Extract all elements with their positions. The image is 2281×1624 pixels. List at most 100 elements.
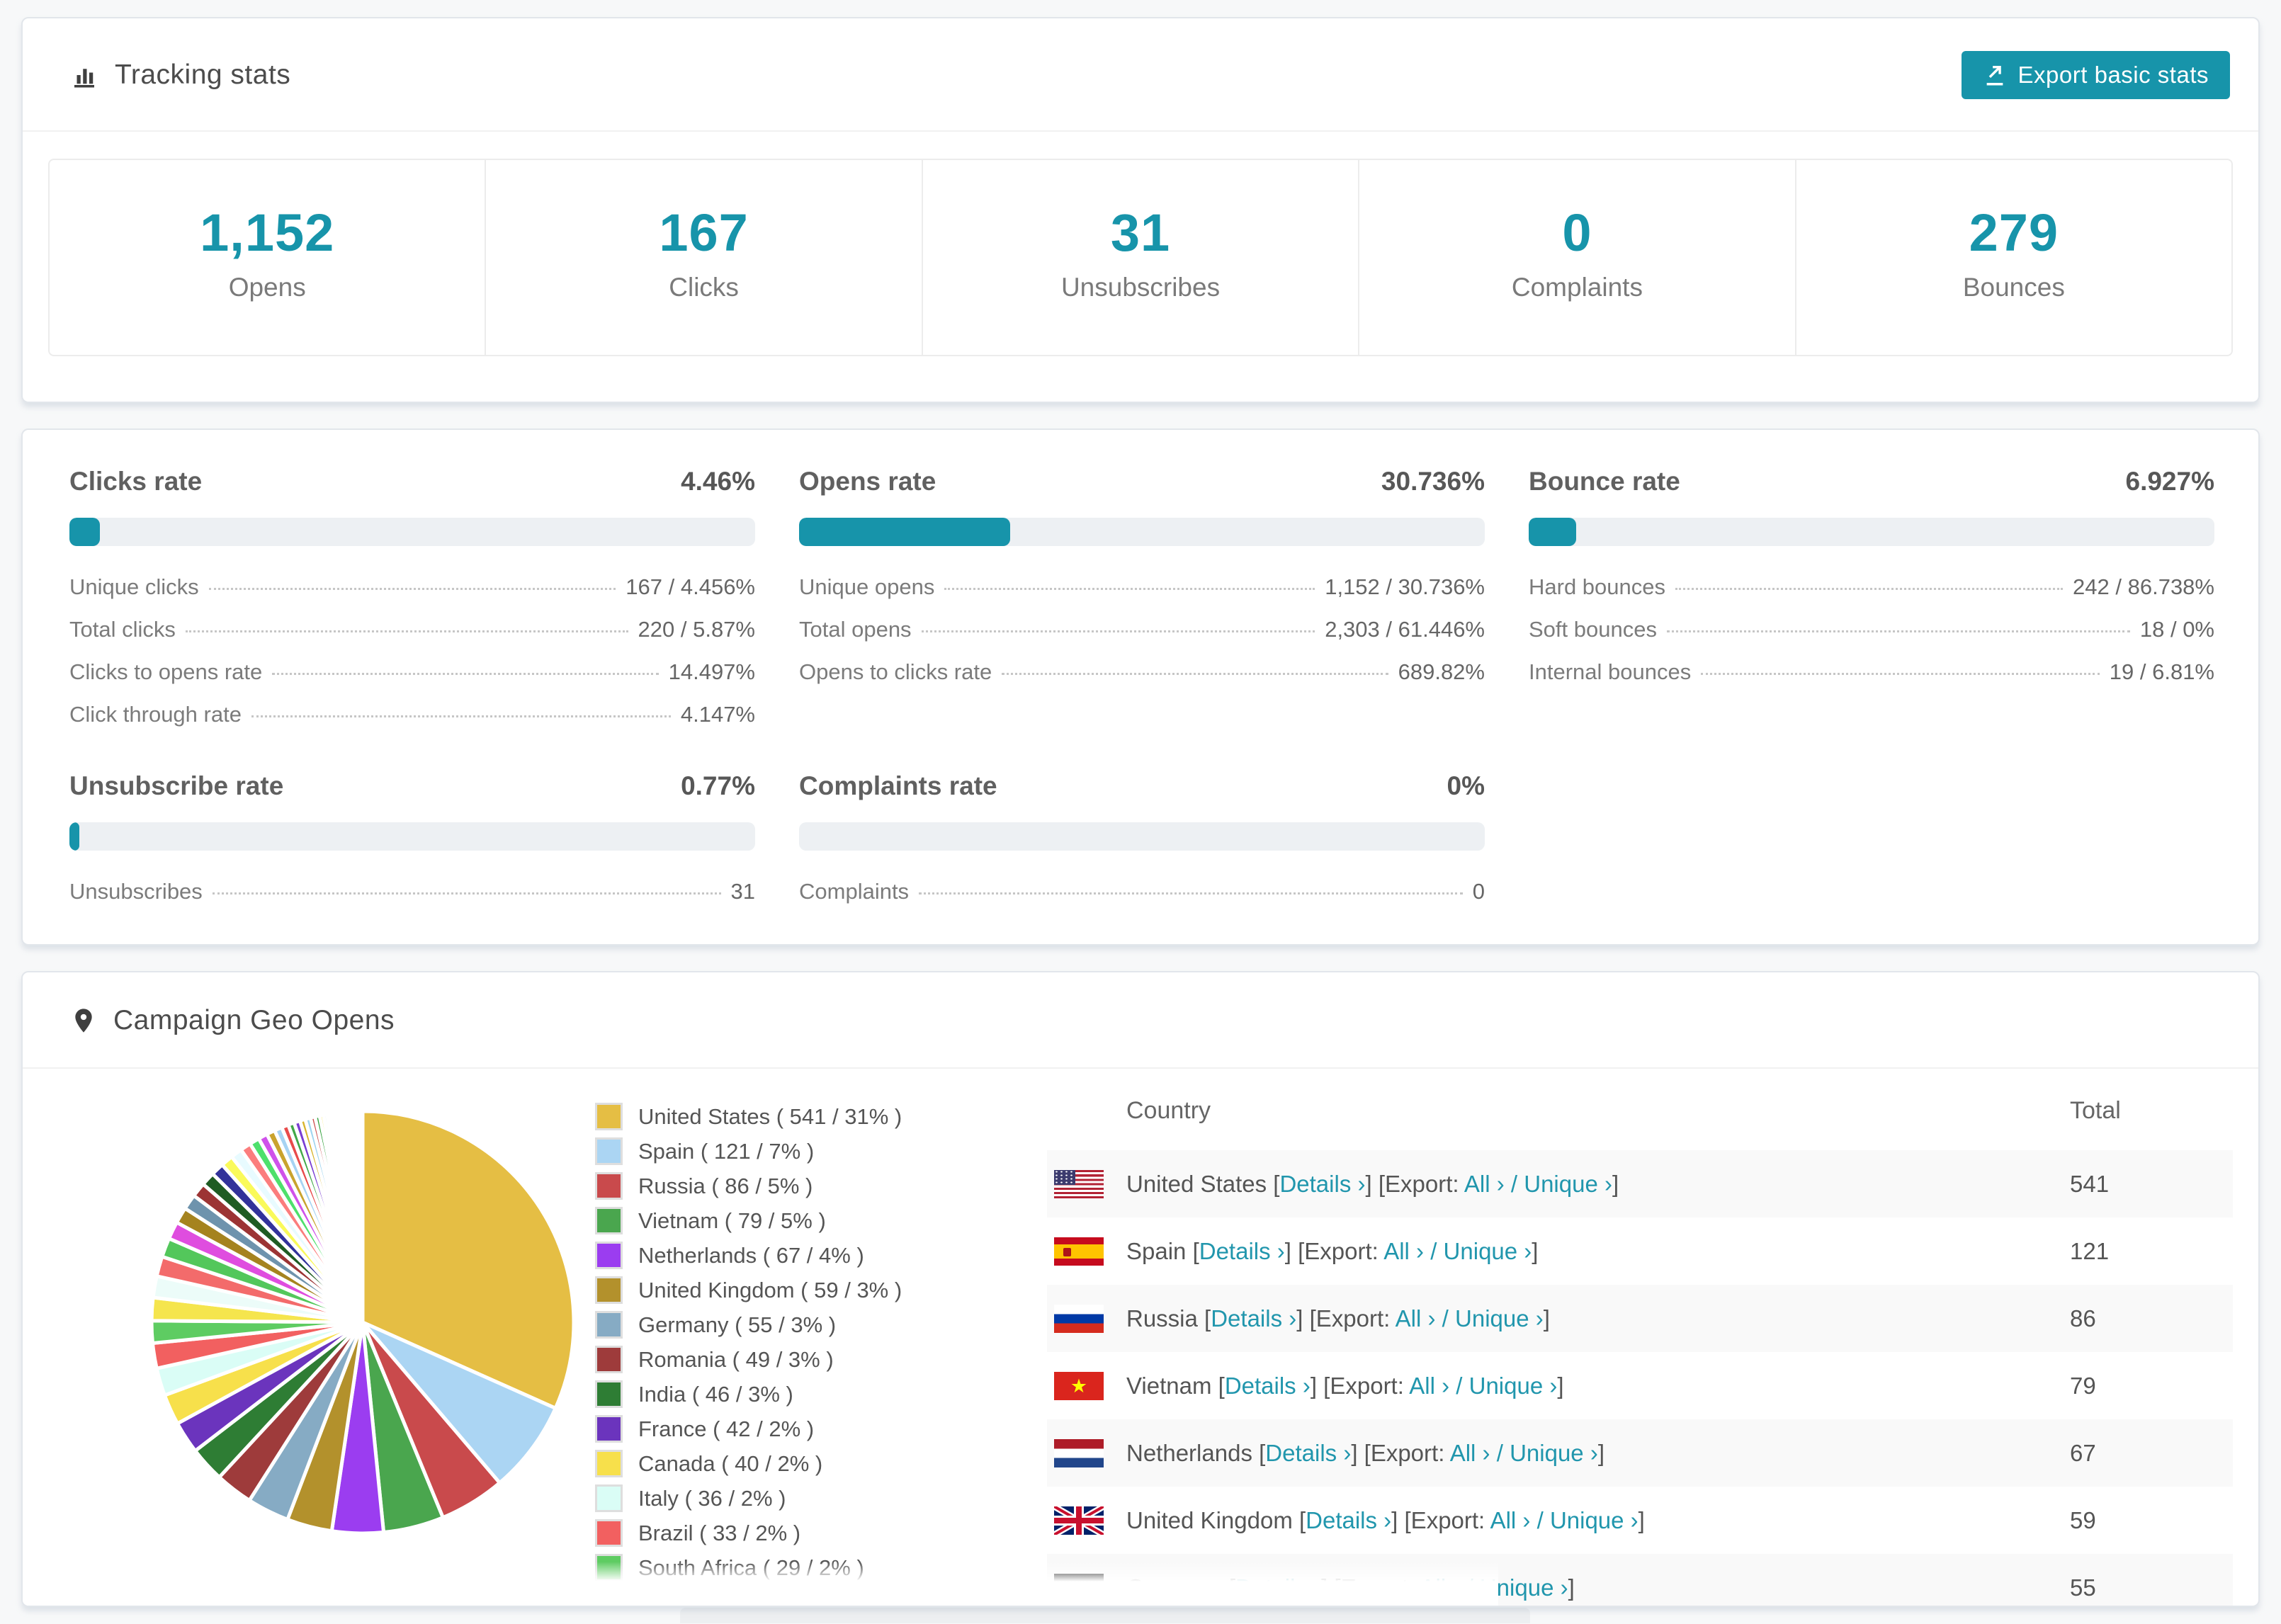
- export-prefix: ] [Export:: [1310, 1372, 1410, 1399]
- details-link[interactable]: Details ›: [1279, 1170, 1366, 1197]
- export-all-link[interactable]: All ›: [1464, 1170, 1505, 1197]
- legend-item: France ( 42 / 2% ): [595, 1415, 1026, 1443]
- export-all-link[interactable]: All ›: [1420, 1574, 1461, 1601]
- stat-value: 0: [1562, 203, 1592, 262]
- map-pin-icon: [75, 1009, 92, 1033]
- rate-value: 30.736%: [1381, 467, 1485, 496]
- country-cell: Vietnam [Details ›] [Export: All › / Uni…: [1126, 1373, 2070, 1399]
- details-link[interactable]: Details ›: [1235, 1574, 1322, 1601]
- rate-rows: Hard bounces 242 / 86.738% Soft bounces 18 …: [1529, 574, 2214, 685]
- progress-fill: [69, 518, 101, 546]
- pie-chart-box: [69, 1072, 595, 1549]
- details-link[interactable]: Details ›: [1306, 1506, 1392, 1533]
- rate-head: Opens rate 30.736%: [799, 467, 1485, 496]
- export-unique-link[interactable]: Unique ›: [1524, 1170, 1612, 1197]
- legend-item: Netherlands ( 67 / 4% ): [595, 1242, 1026, 1269]
- export-unique-link[interactable]: Unique ›: [1510, 1439, 1598, 1466]
- legend-label: Italy ( 36 / 2% ): [638, 1485, 786, 1511]
- legend-swatch: [595, 1484, 623, 1512]
- bar-chart-icon: [74, 69, 94, 88]
- metric-row: Clicks to opens rate 14.497%: [69, 659, 755, 685]
- export-unique-link[interactable]: Unique ›: [1549, 1506, 1638, 1533]
- export-unique-link[interactable]: Unique ›: [1455, 1305, 1544, 1331]
- legend-label: Romania ( 49 / 3% ): [638, 1346, 834, 1372]
- export-all-link[interactable]: All ›: [1409, 1372, 1450, 1399]
- rate-block: Clicks rate 4.46% Unique clicks 167 / 4.456…: [69, 467, 755, 727]
- country-name: United States [: [1126, 1170, 1280, 1197]
- details-link[interactable]: Details ›: [1211, 1305, 1297, 1331]
- progress-bar: [69, 518, 755, 546]
- export-unique-link[interactable]: Unique ›: [1479, 1574, 1568, 1601]
- legend-item: Romania ( 49 / 3% ): [595, 1346, 1026, 1373]
- metric-row: Soft bounces 18 / 0%: [1529, 617, 2214, 642]
- stat-value: 167: [659, 203, 749, 262]
- geo-table-body: United States [Details ›] [Export: All ›…: [1047, 1150, 2233, 1606]
- geo-title: Campaign Geo Opens: [113, 1005, 395, 1035]
- country-flag-vn: [1054, 1371, 1104, 1400]
- metric-row: Total opens 2,303 / 61.446%: [799, 617, 1485, 642]
- total-value: 86: [2070, 1305, 2096, 1331]
- country-flag-ru: [1054, 1304, 1104, 1333]
- export-all-link[interactable]: All ›: [1395, 1305, 1436, 1331]
- export-slash: /: [1449, 1372, 1469, 1399]
- legend-swatch: [595, 1276, 623, 1304]
- metric-leader: [1666, 630, 2130, 632]
- country-cell: Spain [Details ›] [Export: All › / Uniqu…: [1126, 1238, 2070, 1265]
- export-unique-link[interactable]: Unique ›: [1468, 1372, 1558, 1399]
- total-value: 67: [2070, 1439, 2096, 1466]
- metric-row: Complaints 0: [799, 879, 1485, 904]
- details-link[interactable]: Details ›: [1224, 1372, 1311, 1399]
- export-unique-link[interactable]: Unique ›: [1443, 1237, 1532, 1264]
- total-value: 541: [2070, 1170, 2110, 1197]
- geo-table-header: Country Total: [1047, 1072, 2233, 1150]
- rate-head: Bounce rate 6.927%: [1529, 467, 2214, 496]
- rate-value: 0.77%: [681, 771, 755, 800]
- country-name: Vietnam [: [1126, 1372, 1225, 1399]
- column-header-total: Total: [2070, 1097, 2121, 1124]
- rate-value: 0%: [1447, 771, 1485, 800]
- metric-value: 1,152 / 30.736%: [1325, 574, 1485, 599]
- rate-rows: Complaints 0: [799, 879, 1485, 904]
- export-prefix: ] [Export:: [1365, 1170, 1464, 1197]
- rates-grid: Clicks rate 4.46% Unique clicks 167 / 4.456…: [69, 467, 2214, 904]
- country-name: Spain [: [1126, 1237, 1199, 1264]
- export-prefix: ] [Export:: [1321, 1574, 1420, 1601]
- export-basic-stats-button[interactable]: Export basic stats: [1961, 51, 2230, 99]
- country-name: United Kingdom [: [1126, 1506, 1306, 1533]
- legend-label: Canada ( 40 / 2% ): [638, 1450, 823, 1476]
- table-row-us: United States [Details ›] [Export: All ›…: [1047, 1150, 2233, 1217]
- details-link[interactable]: Details ›: [1199, 1237, 1285, 1264]
- geo-table: Country Total United States [Details ›] …: [1047, 1072, 2233, 1606]
- rate-head: Clicks rate 4.46%: [69, 467, 755, 496]
- export-prefix: ] [Export:: [1296, 1305, 1396, 1331]
- rate-block: Complaints rate 0% Complaints 0: [799, 771, 1485, 904]
- metric-leader: [212, 892, 721, 895]
- legend-swatch: [595, 1311, 623, 1339]
- stat-value: 1,152: [200, 203, 335, 262]
- export-all-link[interactable]: All ›: [1383, 1237, 1425, 1264]
- legend-label: United Kingdom ( 59 / 3% ): [638, 1277, 902, 1302]
- export-all-link[interactable]: All ›: [1490, 1506, 1531, 1533]
- rates-card: Clicks rate 4.46% Unique clicks 167 / 4.456…: [21, 428, 2260, 946]
- stat-box-complaints: 0 Complaints: [1359, 160, 1796, 355]
- legend-swatch: [595, 1415, 623, 1443]
- uk-flag-art: [1052, 1503, 1106, 1538]
- rate-block: Unsubscribe rate 0.77% Unsubscribes 31: [69, 771, 755, 904]
- export-all-link[interactable]: All ›: [1449, 1439, 1490, 1466]
- details-link[interactable]: Details ›: [1265, 1439, 1352, 1466]
- metric-value: 4.147%: [680, 702, 755, 727]
- bottom-scroll-band: [680, 1608, 1530, 1623]
- total-value: 79: [2070, 1372, 2096, 1399]
- export-close-bracket: ]: [1557, 1372, 1564, 1399]
- stat-value: 31: [1110, 203, 1171, 262]
- metric-label: Soft bounces: [1529, 617, 1657, 642]
- legend-item: Germany ( 55 / 3% ): [595, 1311, 1026, 1339]
- country-flag-de: [1054, 1573, 1104, 1602]
- rate-block: Opens rate 30.736% Unique opens 1,152 / 30.…: [799, 467, 1485, 727]
- stat-value: 279: [1969, 203, 2059, 262]
- metric-value: 14.497%: [668, 659, 755, 684]
- metric-value: 19 / 6.81%: [2109, 659, 2214, 684]
- table-row-ru: Russia [Details ›] [Export: All › / Uniq…: [1047, 1285, 2233, 1352]
- metric-leader: [921, 630, 1315, 632]
- pie-slice: [360, 1109, 365, 1323]
